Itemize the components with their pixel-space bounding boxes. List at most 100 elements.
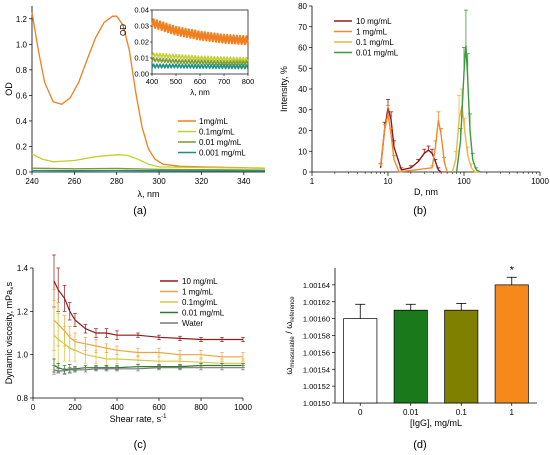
- series-line: [53, 280, 243, 341]
- y-tick-label: 0.8: [16, 66, 28, 75]
- significance-marker: *: [510, 264, 515, 276]
- y-tick-label: 70: [298, 23, 307, 32]
- inset-y-tick-label: 0.01: [134, 54, 149, 63]
- x-tick-label: 0.1: [456, 408, 468, 417]
- y-tick-label: 1.4: [17, 264, 29, 273]
- inset-series-line: [151, 52, 249, 63]
- series-line: [53, 367, 243, 372]
- y-tick-label: 1.2: [16, 15, 28, 24]
- series-line: [31, 169, 266, 172]
- inset-x-tick-label: 600: [194, 77, 207, 86]
- y-tick-label: 0.8: [17, 394, 29, 403]
- legend-label: 0.01 mg/mL: [356, 49, 399, 58]
- panel-label: (b): [413, 205, 426, 217]
- x-tick-label: 1000: [531, 177, 549, 186]
- y-axis-title: Intensity, %: [279, 66, 289, 112]
- panel-label: (a): [133, 205, 146, 217]
- x-tick-label: 1000: [234, 403, 252, 412]
- inset-y-axis-title: OD: [119, 24, 128, 36]
- x-axis-title: Shear rate, s-1: [110, 414, 168, 424]
- legend-label: 0.1 mg/mL: [356, 38, 394, 47]
- legend-label: 1 mg/mL: [182, 288, 214, 297]
- y-tick-label: 1.00160: [303, 315, 330, 324]
- y-tick-label: 1.00162: [303, 298, 330, 307]
- y-tick-label: 60: [298, 44, 307, 53]
- y-axis-title: OD: [4, 82, 14, 96]
- inset-x-tick-label: 800: [242, 77, 255, 86]
- y-tick-label: 1.00158: [303, 332, 330, 341]
- x-tick-label: 10: [384, 177, 393, 186]
- y-tick-label: 0.6: [16, 91, 28, 100]
- y-axis-title-part: measurable: [290, 336, 296, 368]
- y-tick-label: 1.00150: [303, 399, 330, 408]
- panel-a-chart: 240 260 280 300 320 340 0.0 0.2 0.4 0.6 0.8 1.0 1.2 λ…: [4, 6, 266, 217]
- legend-label: Water: [182, 319, 203, 328]
- inset-series-line: [150, 18, 250, 46]
- y-axis-title-part: reference: [290, 296, 296, 322]
- legend-label: 0.01 mg/mL: [182, 309, 225, 318]
- bar: [494, 284, 529, 404]
- y-tick-label: 0: [303, 168, 308, 177]
- series-line: [379, 113, 448, 173]
- inset-x-tick-label: 700: [218, 77, 231, 86]
- y-tick-label: 1.00152: [303, 382, 330, 391]
- series-line: [451, 105, 480, 173]
- inset-series-line: [151, 63, 249, 70]
- legend-label: 1mg/mL: [199, 117, 228, 126]
- x-tick-label: 300: [152, 177, 166, 186]
- x-axis-title: λ, nm: [137, 189, 159, 199]
- y-axis-title: Dynamic viscosity, mPa×s: [4, 281, 16, 384]
- bar: [444, 309, 479, 404]
- panel-label: (d): [413, 439, 426, 451]
- x-tick-label: 100: [457, 177, 471, 186]
- legend-label: 1 mg/mL: [356, 28, 388, 37]
- legend-label: 0.1mg/mL: [199, 128, 235, 137]
- legend-label: 0.001 mg/mL: [199, 149, 246, 158]
- x-axis-title: D, nm: [414, 187, 438, 197]
- y-tick-label: 80: [298, 2, 307, 11]
- legend-label: 0.1mg/mL: [182, 298, 218, 307]
- x-tick-label: 320: [195, 177, 209, 186]
- y-tick-label: 1.00164: [303, 281, 330, 290]
- y-tick-label: 1.00156: [303, 348, 330, 357]
- y-tick-label: 1.2: [17, 307, 29, 316]
- panel-d-chart: 1.00150 1.00152 1.00154 1.00156 1.00158 1.001…: [284, 264, 537, 451]
- inset-y-tick-label: 0.00: [134, 70, 149, 79]
- y-tick-label: 1.0: [16, 40, 28, 49]
- x-tick-label: 400: [110, 403, 124, 412]
- x-tick-label: 800: [194, 403, 208, 412]
- y-tick-label: 50: [298, 64, 307, 73]
- legend-label: 0.01 mg/mL: [199, 138, 242, 147]
- legend-label: 10 mg/mL: [356, 17, 392, 26]
- y-axis-title-times: ×: [10, 286, 16, 290]
- series-line: [53, 319, 243, 358]
- x-tick-label: 200: [68, 403, 82, 412]
- inset-y-tick-label: 0.02: [134, 38, 149, 47]
- series-line: [31, 167, 266, 171]
- x-axis-title-superscript: -1: [161, 414, 167, 420]
- x-tick-label: 0: [31, 403, 36, 412]
- x-axis-title: [IgG], mg/mL: [410, 418, 462, 428]
- panel-label: (c): [134, 439, 147, 451]
- series-line: [379, 107, 442, 173]
- inset-x-tick-label: 500: [170, 77, 183, 86]
- x-tick-label: 0.01: [403, 408, 419, 417]
- y-tick-label: 1.00154: [303, 365, 330, 374]
- y-axis-title-unit: s: [4, 281, 14, 286]
- y-tick-label: 0.2: [16, 142, 28, 151]
- inset-series-line: [151, 57, 249, 66]
- y-tick-label: 0.4: [16, 117, 28, 126]
- x-tick-label: 600: [152, 403, 166, 412]
- x-tick-label: 1: [510, 408, 515, 417]
- y-axis-title: ωmeasurable / ωreference: [284, 296, 296, 375]
- y-tick-label: 40: [298, 85, 307, 94]
- x-tick-label: 260: [68, 177, 82, 186]
- x-tick-label: 280: [110, 177, 124, 186]
- series-line: [31, 12, 266, 169]
- y-tick-label: 0.0: [16, 168, 28, 177]
- panel-b-chart: 1 10 100 1000 0 10 20 30 40 50 60 70 80 D, nm Intensit…: [279, 2, 549, 217]
- x-tick-label: 1: [310, 177, 315, 186]
- series-line: [455, 45, 481, 173]
- series-line: [53, 334, 243, 364]
